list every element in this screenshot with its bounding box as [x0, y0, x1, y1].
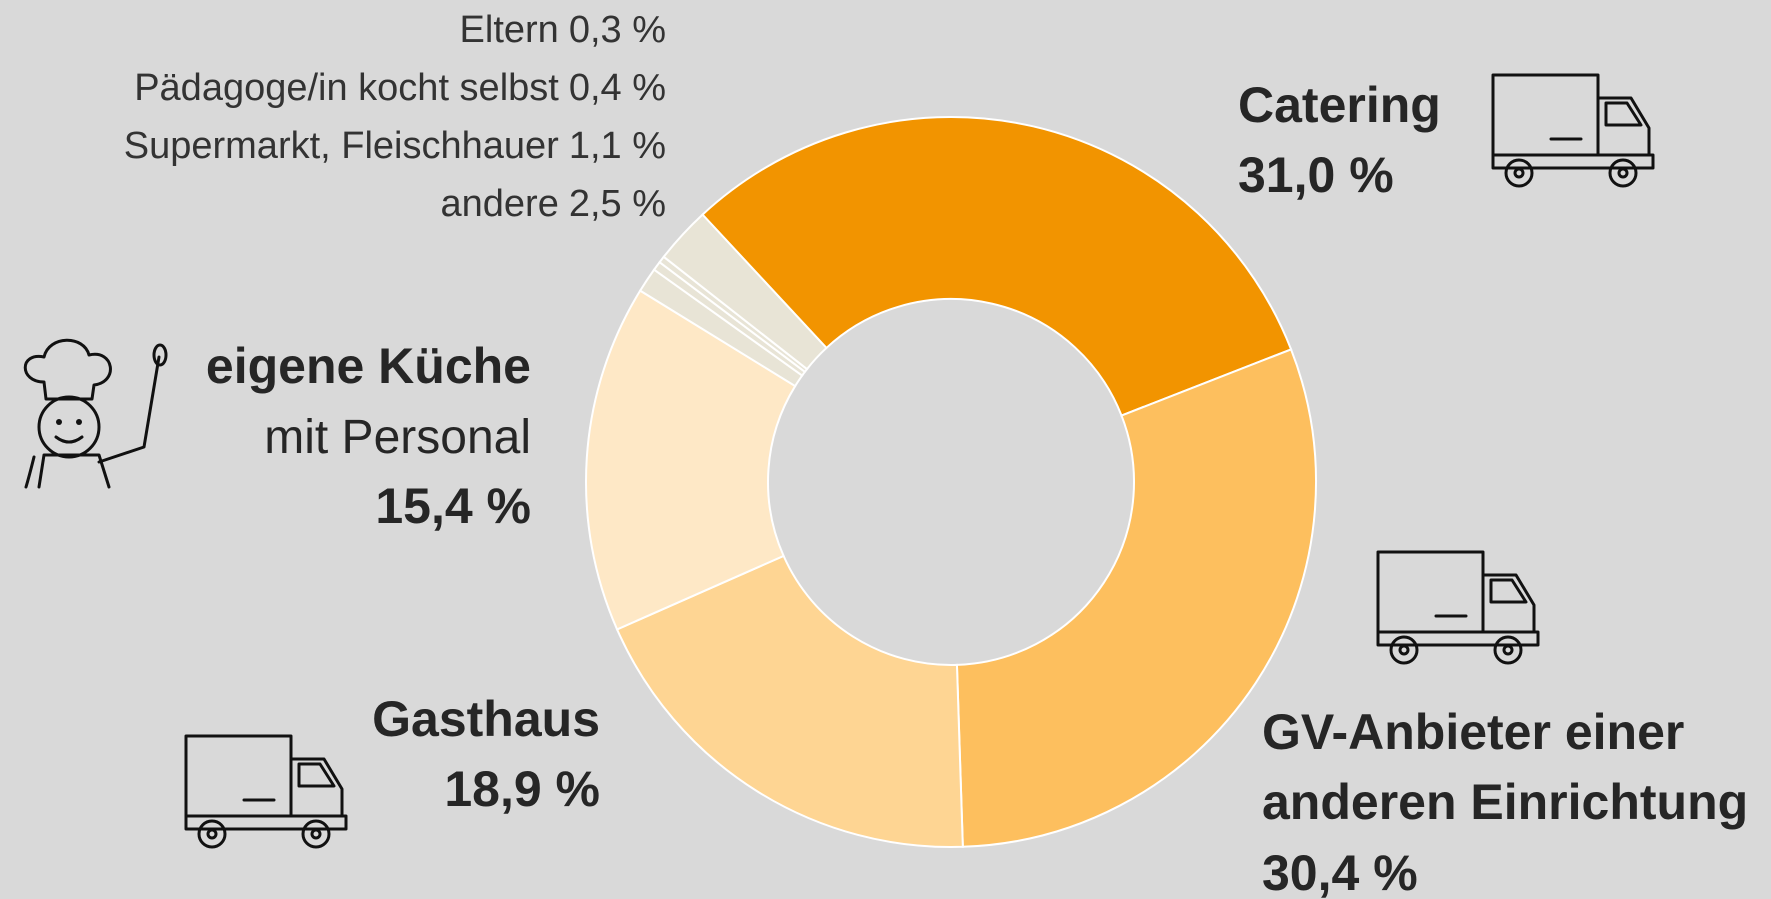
truck-icon [1376, 550, 1540, 665]
small-label: Pädagoge/in kocht selbst 0,4 % [134, 67, 666, 109]
value-label: 0,4 % [569, 67, 666, 109]
value-label: 31,0 % [1238, 147, 1394, 203]
truck-icon [184, 734, 348, 849]
category-label-box: GV-Anbieter einer anderen Einrichtung [1262, 704, 1749, 830]
small-label: andere 2,5 % [441, 183, 667, 225]
small-label: Eltern 0,3 % [460, 9, 666, 51]
annotation: mit Personal [264, 411, 531, 464]
category-label: andere [441, 183, 559, 225]
donut-segment [585, 289, 797, 631]
truck-icon [1491, 73, 1655, 188]
category-label: Pädagoge/in kocht selbst [134, 67, 559, 109]
category-label: Supermarkt, Fleischhauer [124, 125, 559, 167]
category-label: GV-Anbieter einer anderen Einrichtung [1262, 704, 1749, 830]
value-label: 18,9 % [444, 761, 600, 817]
donut-segment [615, 554, 964, 848]
value-label: 0,3 % [569, 9, 666, 51]
small-label: Supermarkt, Fleischhauer 1,1 % [124, 125, 666, 167]
value-label: 30,4 % [1262, 845, 1418, 899]
value-label: 2,5 % [569, 183, 666, 225]
category-label: eigene Küche [206, 338, 531, 394]
donut-segment [701, 116, 1293, 417]
category-label: Catering [1238, 77, 1441, 133]
category-label: Gasthaus [372, 691, 600, 747]
donut-segment [955, 348, 1317, 848]
category-label: Eltern [460, 9, 559, 51]
value-label: 1,1 % [569, 125, 666, 167]
chef-icon [23, 338, 168, 489]
value-label: 15,4 % [375, 478, 531, 534]
donut-segment [662, 213, 828, 371]
